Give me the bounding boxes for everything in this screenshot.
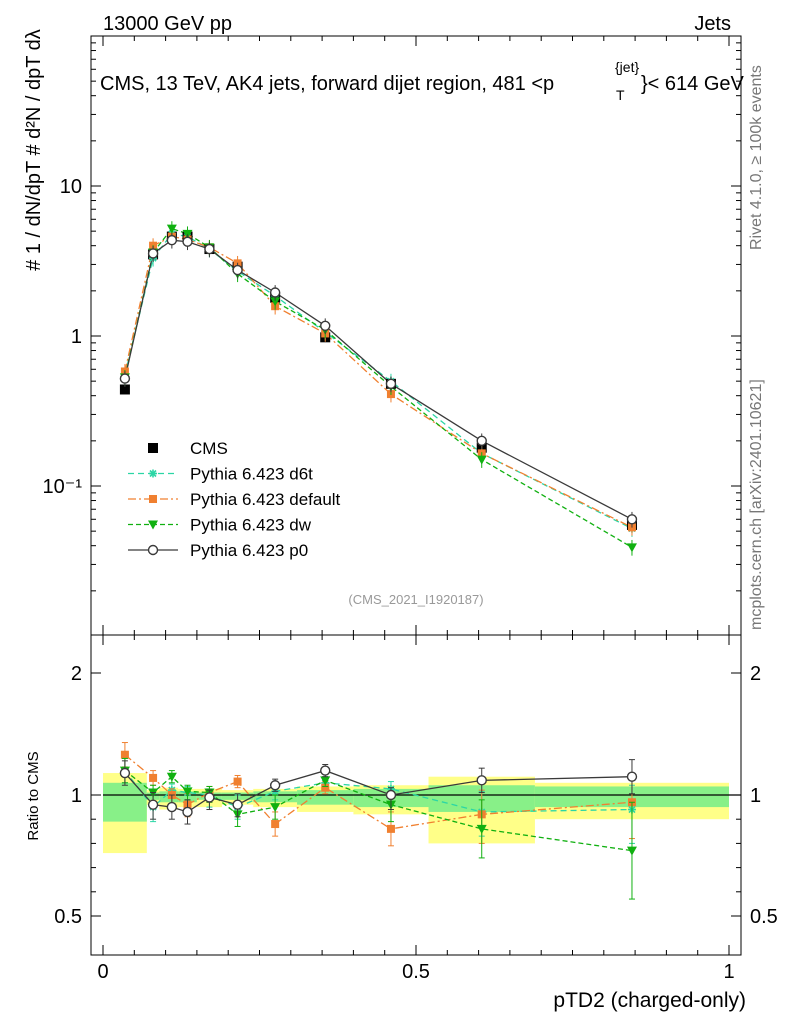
point-data bbox=[119, 384, 130, 395]
ratio-point-p0 bbox=[320, 765, 331, 776]
ratio-point-p0 bbox=[204, 792, 215, 803]
legend-label-data: CMS bbox=[190, 439, 228, 458]
legend-marker-default bbox=[149, 495, 157, 503]
ratio-point-dw bbox=[182, 787, 193, 797]
main-axis-ticks bbox=[91, 36, 741, 635]
ratio-point-default bbox=[233, 777, 242, 786]
ratio-y-tick-labels: 0.5 0.5 1 1 2 2 bbox=[54, 663, 778, 928]
ratio-point-default bbox=[120, 750, 129, 759]
legend-marker-d6t bbox=[149, 469, 157, 478]
x-tick-label: 1 bbox=[723, 961, 734, 983]
uncertainty-band-inner bbox=[297, 790, 354, 805]
ratio-point-default bbox=[386, 824, 395, 833]
ratio-point-p0 bbox=[166, 801, 178, 813]
ratio-point-p0 bbox=[119, 767, 131, 779]
ratio-point-default bbox=[271, 820, 280, 829]
legend-marker-p0 bbox=[147, 544, 159, 556]
ratio-plot-content bbox=[119, 742, 638, 900]
header-energy: 13000 GeV pp bbox=[103, 13, 232, 35]
ratio-point-p0 bbox=[182, 806, 193, 818]
ratio-point-p0 bbox=[232, 799, 243, 810]
ratio-y-tick-label-right: 1 bbox=[750, 785, 761, 807]
point-p0 bbox=[119, 373, 131, 384]
ratio-point-default bbox=[321, 783, 330, 792]
point-dw bbox=[166, 224, 177, 234]
point-p0 bbox=[147, 248, 159, 259]
plot-title-sub: T bbox=[616, 87, 625, 103]
ratio-point-dw bbox=[476, 824, 487, 834]
uncertainty-band-inner bbox=[103, 782, 147, 822]
ratio-point-p0 bbox=[147, 799, 159, 810]
rivet-version-label: Rivet 4.1.0, ≥ 100k events bbox=[748, 65, 765, 250]
ratio-y-tick-label: 2 bbox=[71, 663, 82, 685]
point-dw bbox=[476, 455, 487, 465]
main-plot-frame bbox=[90, 35, 742, 636]
x-tick-label: 0 bbox=[97, 961, 108, 983]
legend-marker-dw bbox=[148, 520, 158, 530]
main-y-tick-label: 10⁻¹ bbox=[43, 476, 83, 498]
point-p0 bbox=[385, 378, 397, 390]
plot-title-tail: }< 614 GeV bbox=[641, 73, 745, 95]
x-tick-labels: 0 0.5 1 bbox=[97, 961, 734, 983]
legend-label-d6t: Pythia 6.423 d6t bbox=[190, 465, 313, 484]
point-p0 bbox=[269, 287, 281, 298]
ratio-y-axis-label-text: Ratio to CMS bbox=[25, 751, 42, 840]
plot-title: CMS, 13 TeV, AK4 jets, forward dijet reg… bbox=[100, 73, 554, 95]
ratio-y-axis-label: Ratio to CMS bbox=[25, 751, 42, 840]
ratio-point-dw bbox=[166, 772, 177, 782]
ratio-point-p0 bbox=[269, 780, 281, 791]
plot-title-main: CMS, 13 TeV, AK4 jets, forward dijet reg… bbox=[100, 73, 554, 95]
ratio-point-dw bbox=[270, 803, 281, 813]
header-jets: Jets bbox=[694, 13, 731, 35]
mcplots-label: mcplots.cern.ch [arXiv:2401.10621] bbox=[748, 379, 765, 630]
ratio-point-p0 bbox=[476, 775, 487, 786]
series-line-default bbox=[124, 235, 633, 528]
ratio-y-tick-label: 0.5 bbox=[54, 906, 82, 928]
ratio-line-d6t bbox=[124, 770, 632, 813]
main-y-tick-labels: 10⁻¹ 1 10 bbox=[43, 176, 83, 498]
main-y-axis-label-text: # 1 / dN/dpT # d²N / dpT dλ bbox=[23, 29, 45, 271]
ratio-y-tick-label-right: 2 bbox=[750, 663, 761, 685]
point-p0 bbox=[626, 514, 638, 525]
point-p0 bbox=[166, 235, 178, 246]
main-y-axis-label: # 1 / dN/dpT # d²N / dpT dλ bbox=[23, 29, 45, 271]
point-dw bbox=[182, 229, 193, 239]
point-dw bbox=[270, 297, 281, 307]
marker-stroke bbox=[149, 469, 157, 478]
point-p0 bbox=[204, 243, 215, 255]
legend-marker-data bbox=[148, 443, 158, 453]
ratio-bands bbox=[103, 773, 729, 854]
point-p0 bbox=[182, 236, 193, 247]
plot-title-sup: {jet} bbox=[615, 59, 639, 75]
legend: CMS Pythia 6.423 d6t Pythia 6.423 default P… bbox=[128, 439, 341, 560]
point-p0 bbox=[232, 264, 243, 276]
ratio-point-default bbox=[149, 773, 158, 782]
ratio-point-dw bbox=[626, 846, 637, 856]
ratio-point-dw bbox=[320, 776, 331, 786]
ratio-y-tick-label: 1 bbox=[71, 785, 82, 807]
point-dw bbox=[626, 543, 637, 553]
ratio-point-p0 bbox=[385, 789, 397, 801]
point-p0 bbox=[476, 435, 487, 447]
series-line-dw bbox=[124, 227, 633, 548]
analysis-watermark: (CMS_2021_I1920187) bbox=[348, 592, 483, 607]
main-y-tick-label: 10 bbox=[60, 176, 82, 198]
x-axis-label: pTD2 (charged-only) bbox=[553, 989, 746, 1012]
ratio-y-tick-label-right: 0.5 bbox=[750, 906, 778, 928]
legend-label-dw: Pythia 6.423 dw bbox=[190, 516, 312, 535]
x-tick-label: 0.5 bbox=[402, 961, 430, 983]
legend-label-p0: Pythia 6.423 p0 bbox=[190, 541, 308, 560]
legend-label-default: Pythia 6.423 default bbox=[190, 490, 341, 509]
ratio-point-p0 bbox=[626, 771, 638, 782]
series-line-d6t bbox=[124, 233, 633, 530]
point-p0 bbox=[320, 320, 331, 331]
main-y-tick-label: 1 bbox=[71, 326, 82, 348]
main-plot-content bbox=[119, 221, 638, 556]
